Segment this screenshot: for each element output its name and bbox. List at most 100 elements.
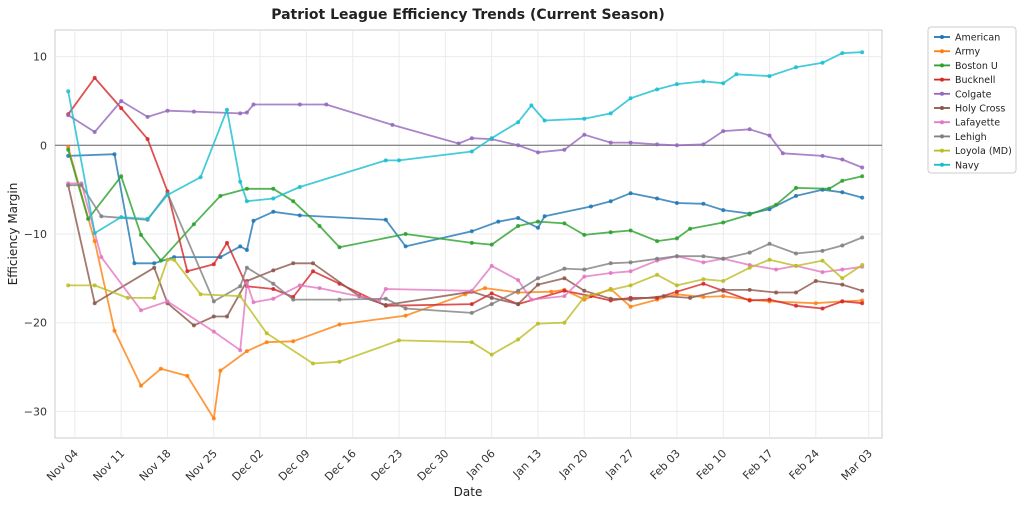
legend-marker [940, 35, 944, 39]
data-point [701, 295, 706, 299]
data-point [191, 323, 196, 328]
data-point [536, 219, 540, 224]
data-point [608, 261, 613, 266]
data-point [172, 257, 177, 262]
data-point [403, 306, 408, 311]
legend-marker [940, 148, 944, 153]
data-point [747, 127, 752, 132]
data-point [674, 201, 679, 205]
legend-item: Holy Cross [934, 104, 1005, 115]
data-point [211, 314, 216, 319]
data-point [562, 320, 567, 325]
data-point [516, 120, 521, 125]
data-point [311, 261, 315, 266]
data-point [628, 96, 633, 101]
data-point [860, 263, 865, 267]
data-point [271, 186, 276, 191]
data-point [608, 296, 613, 301]
data-point [820, 270, 825, 275]
data-point [211, 329, 216, 334]
data-point [582, 295, 587, 299]
data-point [244, 199, 249, 204]
data-point [211, 262, 216, 267]
legend-label: Lehigh [955, 132, 987, 143]
data-point [238, 244, 243, 249]
legend-label: Loyola (MD) [955, 146, 1012, 157]
data-point [238, 294, 243, 299]
legend-marker [940, 49, 944, 54]
data-point [701, 281, 706, 286]
data-point [291, 339, 296, 344]
data-point [311, 361, 315, 366]
data-point [297, 185, 302, 189]
series-line-holy-cross [67, 185, 863, 327]
data-point [628, 140, 633, 145]
data-point [297, 213, 302, 218]
data-point [582, 288, 587, 293]
data-point [66, 89, 71, 94]
data-point [608, 271, 613, 275]
data-point [608, 230, 613, 235]
data-point [469, 136, 474, 141]
data-point [688, 226, 693, 231]
data-point [383, 158, 388, 163]
data-point [774, 202, 779, 207]
data-point [721, 287, 726, 292]
data-point [469, 288, 474, 293]
series-layer [66, 50, 865, 421]
legend-marker [940, 134, 944, 139]
data-point [218, 193, 223, 198]
data-point [820, 258, 825, 263]
data-point [456, 141, 461, 146]
legend-label: Boston U [955, 61, 998, 72]
data-point [469, 340, 474, 345]
data-point [542, 214, 547, 219]
data-point [582, 116, 587, 121]
legend-label: Army [955, 47, 980, 58]
data-point [860, 288, 865, 293]
data-point [794, 251, 798, 256]
data-point [238, 111, 243, 116]
data-point [251, 300, 256, 305]
data-point [271, 281, 276, 286]
data-point [271, 196, 276, 201]
data-point [840, 282, 845, 287]
data-point [794, 290, 798, 295]
data-point [390, 122, 395, 127]
data-point [820, 248, 825, 253]
data-point [840, 190, 845, 195]
data-point [516, 302, 521, 307]
data-point [628, 269, 633, 274]
data-point [536, 321, 540, 326]
data-point [483, 286, 487, 291]
data-point [674, 283, 679, 288]
data-point [165, 108, 170, 113]
data-point [721, 208, 726, 213]
data-point [701, 260, 706, 265]
data-point [860, 165, 865, 170]
data-point [92, 75, 97, 80]
data-point [536, 150, 540, 155]
data-point [225, 107, 229, 112]
data-point [191, 109, 196, 114]
data-point [271, 268, 276, 273]
data-point [628, 297, 633, 302]
data-point [516, 278, 521, 283]
data-point [125, 295, 130, 300]
data-point [469, 310, 474, 315]
data-point [119, 174, 124, 179]
data-point [674, 254, 679, 259]
data-point [337, 297, 342, 302]
data-point [840, 51, 845, 56]
data-point [337, 322, 342, 327]
data-point [734, 72, 739, 77]
data-point [860, 235, 865, 240]
data-point [489, 291, 494, 296]
data-point [588, 204, 593, 209]
data-point [562, 221, 567, 226]
data-point [516, 224, 521, 228]
data-point [767, 74, 772, 79]
data-point [674, 143, 679, 148]
y-tick-label: 10 [33, 51, 47, 64]
data-point [92, 301, 97, 306]
